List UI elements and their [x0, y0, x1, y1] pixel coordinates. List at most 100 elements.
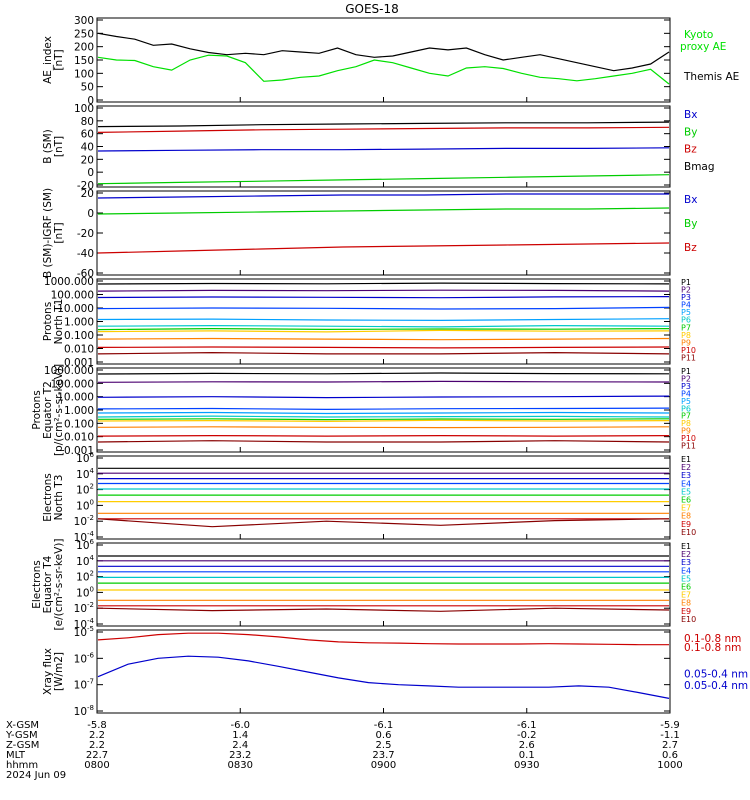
- y-axis-label-text: ElectronsEquator T4[e/(cm²-s-sr-keV)]: [31, 539, 65, 631]
- series-line-p11: [97, 440, 670, 443]
- legend-entry: P6: [681, 316, 691, 325]
- legend-entry: P4: [681, 389, 691, 398]
- y-tick-label: 100: [74, 103, 94, 115]
- legend-entry: P7: [681, 323, 691, 332]
- x-axis-value: 2.6: [519, 740, 535, 751]
- series-line-p6: [97, 324, 670, 328]
- legend-entry: P9: [681, 338, 691, 347]
- x-axis-value: -5.8: [87, 720, 107, 731]
- series-line-p3: [97, 395, 670, 399]
- series-line-e10: [97, 518, 670, 528]
- legend-entry: P2: [681, 374, 691, 383]
- legend-entry: P2: [681, 286, 691, 295]
- x-axis-value: -6.1: [374, 720, 394, 731]
- y-axis-label: ProtonsNorth T1: [42, 299, 65, 345]
- legend-entry: P9: [681, 427, 691, 436]
- series-line-bz: [97, 242, 670, 254]
- legend-entry: Themis AE: [683, 71, 739, 83]
- series-line-0-1-0-8-nm: [97, 632, 669, 646]
- legend-entry: E6: [681, 583, 691, 592]
- series-line-p9: [97, 337, 670, 341]
- y-tick-label: 250: [74, 28, 94, 40]
- y-tick-label: 100.000: [51, 378, 94, 390]
- series-line-p10: [97, 435, 670, 437]
- legend-entry: E9: [681, 607, 691, 616]
- x-axis-value: 2.2: [89, 730, 105, 741]
- x-axis-row-label: hhmm: [6, 760, 38, 771]
- legend-entry: 0.05-0.4 nm: [684, 680, 748, 692]
- legend-entry: P6: [681, 404, 691, 413]
- y-tick-label: 1000.000: [44, 276, 94, 288]
- legend-entry: P3: [681, 382, 691, 391]
- panel-frame: [96, 105, 671, 188]
- x-axis-value: 0.6: [376, 730, 392, 741]
- legend-entry: P8: [681, 419, 691, 428]
- y-tick-label: 104: [76, 467, 94, 481]
- legend-entry: E1: [681, 455, 691, 464]
- y-tick-label: 40: [81, 142, 94, 154]
- series-line-by: [97, 174, 670, 185]
- y-axis-label-text: Xray flux[W/m2]: [42, 648, 65, 695]
- legend-entry: E4: [681, 479, 691, 488]
- y-tick-label: 0.010: [64, 344, 94, 356]
- x-axis-value: 0800: [84, 760, 109, 771]
- series-line-themis-ae: [97, 32, 670, 72]
- legend-entry: E10: [681, 528, 696, 537]
- legend-entry: E9: [681, 520, 691, 529]
- x-axis-row-label: MLT: [6, 750, 26, 761]
- y-tick-label: 200: [74, 42, 94, 54]
- legend-entry: E5: [681, 487, 691, 496]
- legend-entry: Bz: [684, 242, 697, 254]
- panel-frame: [96, 190, 671, 276]
- series-line-bmag: [97, 121, 670, 128]
- legend-entry: P5: [681, 308, 691, 317]
- x-axis-value: 0930: [514, 760, 539, 771]
- x-axis-value: 2.7: [662, 740, 678, 751]
- x-axis-value: -6.0: [230, 720, 250, 731]
- legend-entry: E3: [681, 471, 691, 480]
- y-tick-label: 10.000: [57, 392, 94, 404]
- legend-entry: E1: [681, 542, 691, 551]
- series-line-p5: [97, 411, 670, 415]
- series-line-p8: [97, 329, 670, 333]
- y-tick-label: -20: [77, 180, 94, 192]
- y-tick-label: 0.100: [64, 418, 94, 430]
- y-axis-label-text: B (SM)-IGRF (SM)[nT]: [42, 188, 65, 278]
- legend-entry: By: [684, 218, 697, 230]
- legend-entry: P11: [681, 353, 696, 362]
- y-axis-label-text: ProtonsEquator T2[p/(cm²-s-sr-keV)]: [31, 364, 65, 456]
- y-tick-label: 60: [81, 129, 94, 141]
- series-line-p11: [97, 351, 670, 355]
- y-axis-label: ElectronsEquator T4[e/(cm²-s-sr-keV)]: [31, 539, 65, 631]
- legend-entry: Bz: [684, 144, 697, 156]
- legend-entry: E7: [681, 504, 691, 513]
- y-tick-label: 1.000: [64, 317, 94, 329]
- x-axis-row-label: 2024 Jun 09: [6, 770, 66, 781]
- y-tick-label: 0.001: [64, 357, 94, 369]
- legend-entry: E7: [681, 591, 691, 600]
- x-axis-value: -0.2: [517, 730, 537, 741]
- y-axis-label-text: ProtonsNorth T1: [42, 299, 65, 345]
- legend-entry: E2: [681, 550, 691, 559]
- y-axis-label: AE_index[nT]: [42, 36, 65, 84]
- y-tick-label: 1.000: [64, 405, 94, 417]
- y-tick-label: 10-5: [74, 625, 94, 639]
- y-axis-label: B (SM)-IGRF (SM)[nT]: [42, 188, 65, 278]
- y-axis-label: ElectronsNorth T3: [42, 473, 65, 522]
- y-tick-label: 100: [74, 68, 94, 80]
- y-tick-label: 0: [87, 208, 94, 220]
- legend-entry: 0.05-0.4 nm: [684, 669, 748, 681]
- x-axis-value: -5.9: [660, 720, 680, 731]
- series-line-bx: [97, 193, 669, 199]
- y-tick-label: 20: [81, 154, 94, 166]
- x-axis-value: 2.2: [89, 740, 105, 751]
- y-tick-label: 104: [76, 554, 94, 568]
- series-line-p9: [97, 426, 670, 429]
- y-tick-label: -40: [77, 248, 94, 260]
